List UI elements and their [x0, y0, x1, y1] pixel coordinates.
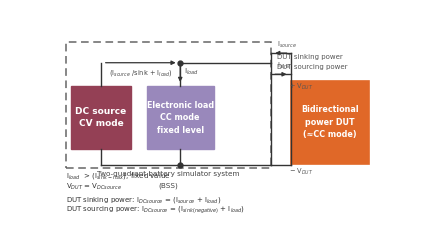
FancyBboxPatch shape [147, 86, 214, 149]
Text: + V$_{DUT}$: + V$_{DUT}$ [289, 82, 314, 92]
Text: Electronic load
CC mode
fixed level: Electronic load CC mode fixed level [147, 100, 214, 134]
Text: DUT sinking power: I$_{DC source}$ = (I$_{source}$ + I$_{load}$): DUT sinking power: I$_{DC source}$ = (I$… [66, 195, 221, 205]
Text: DUT sinking power: DUT sinking power [278, 54, 343, 60]
Text: DC source
CV mode: DC source CV mode [75, 107, 127, 128]
FancyBboxPatch shape [291, 81, 369, 164]
Text: − V$_{DUT}$: − V$_{DUT}$ [289, 166, 314, 176]
Text: (BSS): (BSS) [159, 182, 178, 188]
Text: (I$_{source}$ /sink + I$_{load}$): (I$_{source}$ /sink + I$_{load}$) [109, 68, 173, 78]
Text: V$_{DUT}$ = V$_{DC source}$: V$_{DUT}$ = V$_{DC source}$ [66, 182, 122, 192]
Text: DUT sourcing power: DUT sourcing power [278, 64, 348, 70]
Text: I$_{sink}$: I$_{sink}$ [278, 61, 292, 72]
Text: Two-quadrant battery simulator system: Two-quadrant battery simulator system [97, 172, 239, 177]
Text: I$_{load}$  > (I$_{sink-max}$), fixed value: I$_{load}$ > (I$_{sink-max}$), fixed val… [66, 172, 170, 181]
Text: DUT sourcing power: I$_{DC source}$ = (I$_{sink (negative)}$ + I$_{load}$): DUT sourcing power: I$_{DC source}$ = (I… [66, 204, 245, 215]
Text: I$_{load}$: I$_{load}$ [184, 67, 199, 78]
Text: Bidirectional
power DUT
(≈CC mode): Bidirectional power DUT (≈CC mode) [301, 106, 359, 140]
Text: I$_{source}$: I$_{source}$ [278, 40, 298, 50]
FancyBboxPatch shape [71, 86, 131, 149]
